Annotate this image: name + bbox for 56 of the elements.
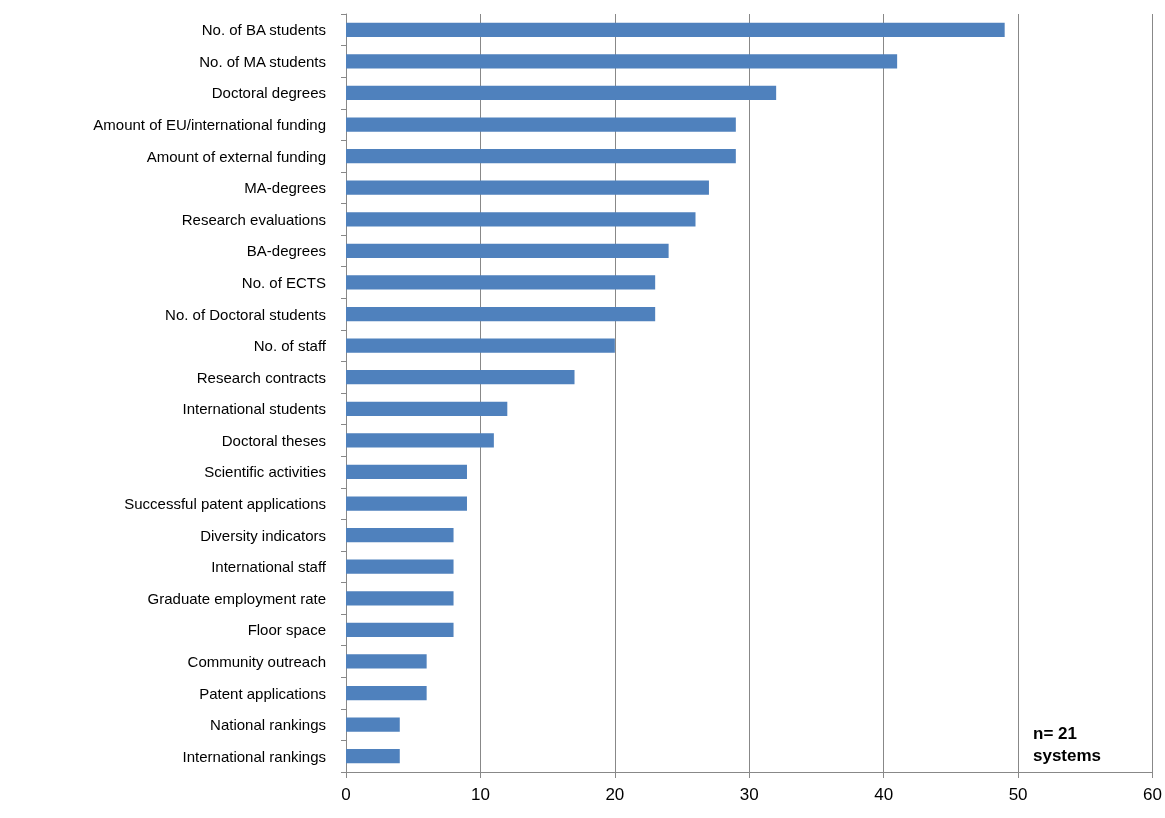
bar <box>346 54 898 69</box>
x-tick-label: 40 <box>874 785 894 804</box>
x-tick-label: 10 <box>470 785 490 804</box>
bar <box>346 338 615 353</box>
bar <box>346 685 427 701</box>
bar <box>346 370 575 385</box>
bar <box>346 117 736 132</box>
y-tick-label: Community outreach <box>187 652 326 670</box>
x-tick-label: 0 <box>341 785 351 804</box>
annotation: n= 21 systems <box>1033 723 1102 765</box>
y-tick-label: BA-degrees <box>246 242 326 260</box>
bar <box>346 212 696 227</box>
y-tick-label: No. of Doctoral students <box>165 305 326 323</box>
bar <box>346 559 454 574</box>
y-tick-label: Amount of EU/international funding <box>93 116 326 134</box>
y-tick-label: Amount of external funding <box>146 147 326 165</box>
bar <box>346 243 669 258</box>
bar <box>346 622 454 637</box>
y-tick-label: Diversity indicators <box>200 526 326 544</box>
y-tick-label: Research evaluations <box>181 210 326 228</box>
y-tick-label: No. of staff <box>253 337 327 355</box>
y-tick-label: Doctoral theses <box>221 431 326 449</box>
bar <box>346 749 400 764</box>
bar <box>346 433 494 448</box>
bar <box>346 496 467 511</box>
y-tick-label: No. of ECTS <box>241 273 326 291</box>
y-tick-label: Research contracts <box>196 368 326 386</box>
y-tick-label: International students <box>182 400 326 418</box>
bar <box>346 464 467 480</box>
x-tick-label: 60 <box>1143 785 1163 804</box>
y-tick-label: International rankings <box>182 747 326 765</box>
bar <box>346 591 454 606</box>
bar <box>346 306 656 322</box>
y-tick-label: No. of MA students <box>199 52 326 70</box>
y-tick-label: No. of BA students <box>201 21 326 39</box>
y-tick-label: Scientific activities <box>204 463 326 481</box>
y-tick-label: National rankings <box>210 716 326 734</box>
y-tick-label: Doctoral degrees <box>211 84 326 102</box>
y-tick-label: MA-degrees <box>244 179 326 197</box>
y-tick-label: Successful patent applications <box>124 495 326 513</box>
bar <box>346 149 736 164</box>
y-tick-label: Floor space <box>247 621 326 639</box>
y-tick-label: Graduate employment rate <box>147 589 326 607</box>
bar <box>346 275 656 290</box>
y-tick-label: Patent applications <box>199 684 326 702</box>
x-tick-label: 50 <box>1008 785 1028 804</box>
bar <box>346 401 508 416</box>
bar <box>346 654 427 669</box>
bar <box>346 528 454 543</box>
bar <box>346 85 777 101</box>
y-tick-label: International staff <box>211 558 327 576</box>
x-tick-label: 20 <box>605 785 625 804</box>
bar <box>346 22 1005 37</box>
bar <box>346 180 709 195</box>
bar <box>346 717 400 732</box>
x-tick-label: 30 <box>739 785 759 804</box>
